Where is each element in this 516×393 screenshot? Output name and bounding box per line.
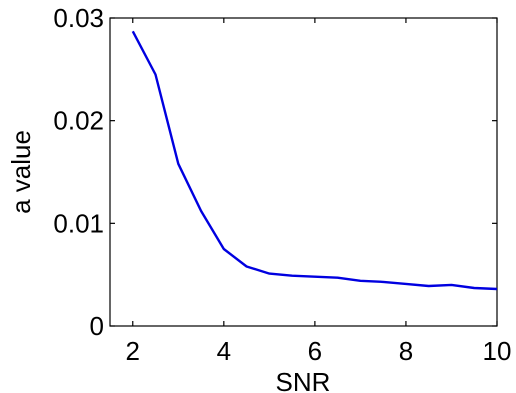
y-axis-ticks: 0 0.01 0.02 0.03 [53, 3, 497, 341]
y-tick-label: 0.01 [53, 208, 104, 238]
x-tick-label: 10 [483, 336, 512, 366]
y-tick-label: 0.03 [53, 3, 104, 33]
x-tick-label: 2 [126, 336, 140, 366]
x-tick-label: 6 [308, 336, 322, 366]
y-axis-label: a value [6, 130, 36, 214]
series-line [131, 30, 498, 291]
y-tick-label: 0 [90, 311, 104, 341]
x-axis-label: SNR [276, 367, 331, 393]
x-tick-label: 4 [217, 336, 231, 366]
x-axis-ticks: 2 4 6 8 10 [126, 18, 512, 366]
y-tick-label: 0.02 [53, 106, 104, 136]
series-layer [131, 30, 498, 291]
x-tick-label: 8 [399, 336, 413, 366]
plot-area [109, 17, 498, 327]
